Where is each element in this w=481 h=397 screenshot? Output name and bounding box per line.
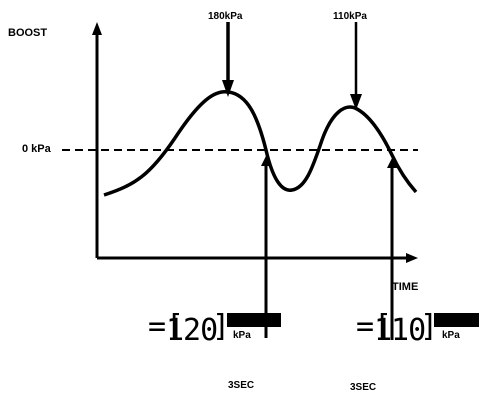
peak1-arrow-head <box>222 80 234 97</box>
reference-line-label: 0 kPa <box>22 143 52 155</box>
display-1: =[ 120 ] kPa <box>148 309 281 348</box>
marker-crossing-2 <box>387 158 397 168</box>
x-axis-label: TIME <box>392 281 418 293</box>
peak1-callout-label: 180kPa <box>208 11 243 22</box>
display-1-unit-block <box>227 313 281 327</box>
display-1-value: 120 <box>166 313 217 348</box>
display-2-value: 110 <box>374 313 425 348</box>
display-2-bottom-label: 3SEC <box>350 382 376 393</box>
display-2-unit-block <box>434 313 479 327</box>
display-2-left-bracket: =[ <box>356 309 392 344</box>
display-2-unit: kPa <box>442 330 460 341</box>
display-2: =[ 110 ] kPa <box>356 309 479 348</box>
display-1-left-bracket: =[ <box>148 309 184 344</box>
boost-curve <box>103 90 418 197</box>
peak2-arrow-head <box>350 94 362 110</box>
display-1-unit: kPa <box>233 330 251 341</box>
marker-crossing-1 <box>261 156 271 166</box>
peak2-callout-label: 110kPa <box>333 11 367 22</box>
y-axis-label: BOOST <box>8 27 47 39</box>
display-1-bottom-label: 3SEC <box>228 380 254 391</box>
display-1-right-bracket: ] <box>212 309 230 344</box>
display-2-right-bracket: ] <box>420 309 438 344</box>
x-axis-arrow <box>406 253 418 263</box>
y-axis-arrow <box>92 22 102 35</box>
